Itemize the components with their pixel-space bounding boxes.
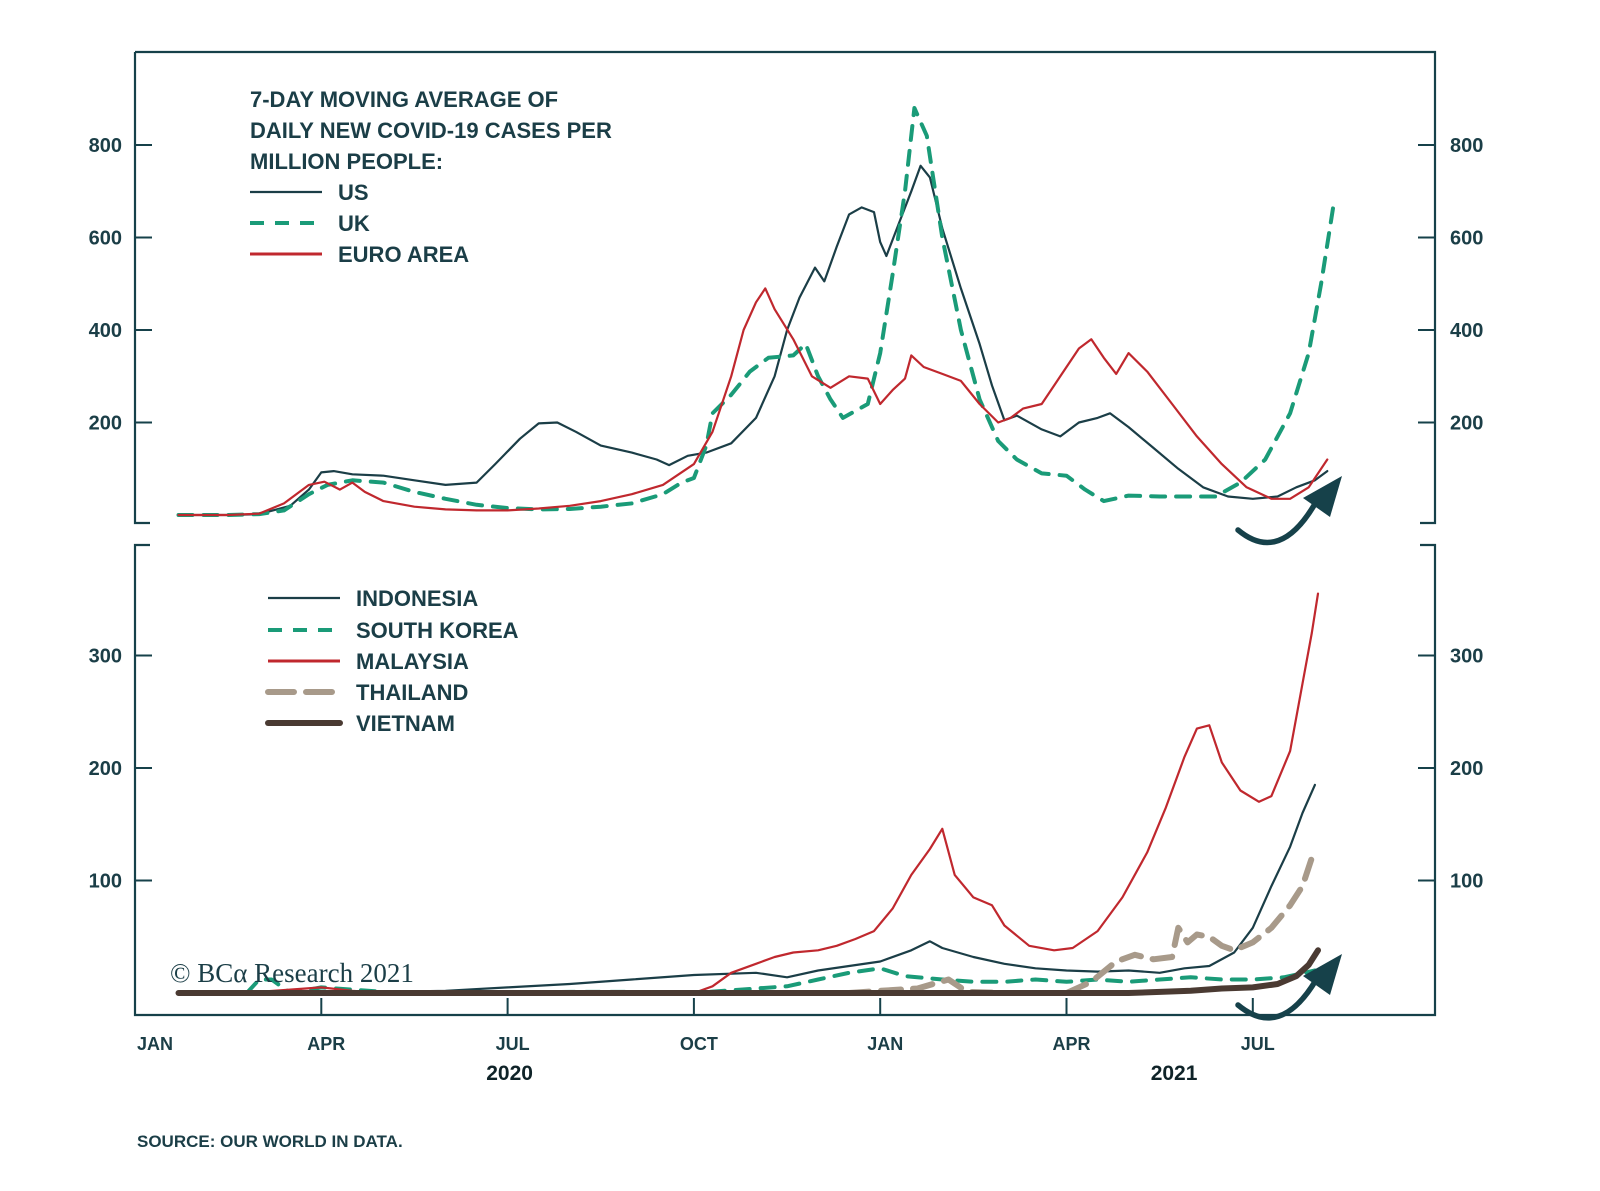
series-line-us: [177, 164, 1329, 517]
y-tick-label-right: 300: [1450, 646, 1483, 668]
bottom-y-ticks: 100 100 200 200 300 300: [89, 646, 1484, 893]
x-tick-label: APR: [307, 1034, 345, 1054]
top-legend: 7-DAY MOVING AVERAGE OF DAILY NEW COVID-…: [250, 87, 612, 267]
legend-label-euro-area: EURO AREA: [338, 242, 469, 267]
legend-label-vietnam: VIETNAM: [356, 711, 455, 736]
y-tick-label-right: 200: [1450, 758, 1483, 780]
bottom-upward-arrow-icon: [1235, 977, 1319, 1021]
top-y-ticks: 200 200 400 400 600 600 800 800: [89, 135, 1484, 435]
y-tick-label-left: 300: [89, 646, 122, 668]
year-label: 2021: [1151, 1062, 1198, 1085]
bottom-arrow-head-icon: [1303, 954, 1342, 995]
bottom-panel-frame: [133, 543, 1437, 1017]
legend-label-uk: UK: [338, 211, 370, 236]
top-arrow-head-icon: [1303, 476, 1342, 517]
y-tick-label-left: 100: [89, 871, 122, 893]
source-note: SOURCE: OUR WORLD IN DATA.: [137, 1132, 403, 1151]
x-axis-ticks: JAN APR JUL OCT JAN APR JUL 2020 2021: [137, 998, 1275, 1085]
top-panel: 200 200 400 400 600 600 800 800 7-DAY MOVING AV…: [89, 50, 1484, 546]
top-series-group: [176, 106, 1336, 517]
year-label: 2020: [486, 1062, 533, 1085]
y-tick-label-left: 600: [89, 228, 122, 250]
x-tick-label: OCT: [680, 1034, 718, 1054]
series-line-euro-area: [177, 287, 1329, 517]
legend-label-thailand: THAILAND: [356, 680, 468, 705]
legend-label-us: US: [338, 180, 369, 205]
top-panel-frame: [133, 50, 1437, 525]
y-tick-label-left: 400: [89, 320, 122, 342]
bottom-legend: INDONESIA SOUTH KOREA MALAYSIA THAILAND …: [265, 586, 519, 736]
legend-label-malaysia: MALAYSIA: [356, 649, 469, 674]
y-tick-label-left: 800: [89, 135, 122, 157]
y-tick-label-right: 100: [1450, 871, 1483, 893]
bottom-series-group: [175, 592, 1321, 996]
y-tick-label-left: 200: [89, 413, 122, 435]
x-tick-label: JUL: [496, 1034, 530, 1054]
series-line-uk: [176, 106, 1336, 517]
top-upward-arrow-icon: [1235, 499, 1319, 546]
chart-title-line-3: MILLION PEOPLE:: [250, 149, 443, 174]
series-line-thailand: [846, 855, 1315, 996]
x-tick-label: JAN: [137, 1034, 173, 1054]
x-tick-label: APR: [1052, 1034, 1090, 1054]
y-tick-label-right: 600: [1450, 228, 1483, 250]
y-tick-label-right: 800: [1450, 135, 1483, 157]
x-tick-label: JAN: [867, 1034, 903, 1054]
series-line-indonesia: [177, 783, 1316, 995]
x-tick-label: JUL: [1241, 1034, 1275, 1054]
y-tick-label-left: 200: [89, 758, 122, 780]
chart-title-line-1: 7-DAY MOVING AVERAGE OF: [250, 87, 558, 112]
series-line-malaysia: [177, 592, 1320, 995]
series-line-vietnam: [175, 947, 1321, 996]
chart-title-line-2: DAILY NEW COVID-19 CASES PER: [250, 118, 612, 143]
y-tick-label-right: 200: [1450, 413, 1483, 435]
bottom-panel: 100 100 200 200 300 300 JAN APR JUL OCT JAN APR JUL…: [89, 543, 1484, 1085]
legend-label-south-korea: SOUTH KOREA: [356, 618, 519, 643]
copyright-label: © BCα Research 2021: [170, 958, 414, 988]
legend-label-indonesia: INDONESIA: [356, 586, 478, 611]
y-tick-label-right: 400: [1450, 320, 1483, 342]
